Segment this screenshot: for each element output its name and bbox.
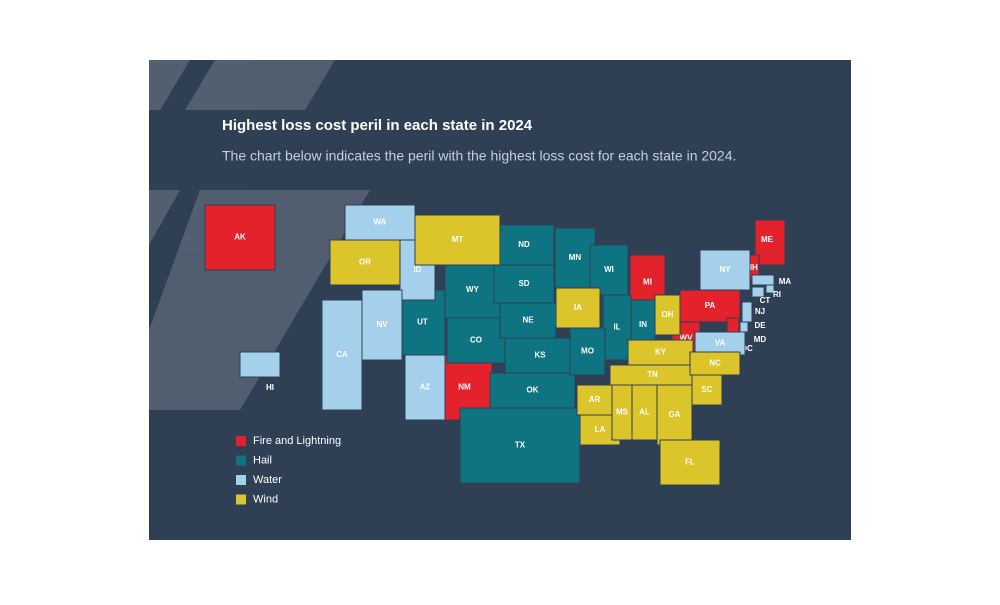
state-label: AL <box>639 408 650 417</box>
state-label: IL <box>613 323 620 332</box>
state-label: WY <box>466 285 480 294</box>
state-shape <box>739 321 749 333</box>
state-label: MN <box>569 253 582 262</box>
state-shape <box>554 227 596 289</box>
legend-swatch <box>236 455 246 466</box>
state-label: NH <box>746 263 758 272</box>
state-label: AK <box>234 233 246 242</box>
state-shape <box>751 274 775 286</box>
state-shape <box>741 301 753 323</box>
state-label: VA <box>715 339 726 348</box>
state-label: ME <box>761 235 774 244</box>
state-label: MT <box>452 235 464 244</box>
state-label: OH <box>662 310 674 319</box>
state-shape <box>493 264 555 304</box>
state-shape <box>765 284 775 294</box>
state-shape <box>329 239 401 286</box>
state-shape <box>504 337 576 374</box>
legend-swatch <box>236 475 246 485</box>
legend-label: Fire and Lightning <box>253 435 341 447</box>
state-shape <box>499 302 557 339</box>
state-label: DC <box>741 344 753 353</box>
state-label: NE <box>522 316 534 325</box>
legend-swatch <box>236 436 246 446</box>
state-label: SD <box>518 279 529 288</box>
decor-stripes <box>149 60 370 410</box>
state-label: AZ <box>420 383 431 392</box>
state-shape <box>754 219 786 266</box>
state-label: DE <box>754 321 766 330</box>
state-shape <box>689 351 741 376</box>
state-shape <box>555 287 601 329</box>
state-shape <box>204 204 276 271</box>
state-label: MI <box>643 278 652 287</box>
legend: Fire and Lightning Hail Water Wind <box>236 435 341 505</box>
legend-label: Hail <box>253 454 272 466</box>
state-label: AR <box>589 395 601 404</box>
state-label: OR <box>359 258 371 267</box>
state-shape <box>699 249 751 291</box>
state-label: MS <box>616 408 629 417</box>
state-label: IA <box>574 303 582 312</box>
state-label: ND <box>518 240 530 249</box>
state-shape <box>321 299 363 411</box>
state-label: CO <box>470 336 482 345</box>
state-label: OK <box>527 386 539 395</box>
state-label: TN <box>647 370 658 379</box>
state-shape <box>602 294 632 361</box>
state-label: TX <box>515 441 526 450</box>
state-shape <box>344 204 416 241</box>
state-label: IN <box>639 320 647 329</box>
state-layer: AKNMMIPAWVMEVTNHMDWYUTCONDSDNEKSOKTXMNWI… <box>204 204 792 486</box>
state-label: RI <box>773 290 781 299</box>
state-shape <box>414 214 501 266</box>
state-shape <box>399 289 446 356</box>
state-shape <box>569 327 606 376</box>
state-shape <box>404 354 446 421</box>
state-shape <box>691 374 723 406</box>
state-label: UT <box>417 318 428 327</box>
state-shape <box>589 244 629 296</box>
state-shape <box>239 351 281 378</box>
state-label: NY <box>719 265 731 274</box>
state-label: CA <box>336 350 348 359</box>
state-shape <box>656 384 693 446</box>
state-label: MA <box>779 277 792 286</box>
state-label: WI <box>604 265 614 274</box>
state-shape <box>679 289 741 323</box>
state-shape <box>446 317 506 364</box>
state-label: NJ <box>755 307 765 316</box>
state-label: GA <box>669 410 681 419</box>
state-label: SC <box>701 385 712 394</box>
state-label: HI <box>266 383 274 392</box>
state-shape <box>631 384 658 441</box>
state-label: MD <box>754 335 767 344</box>
state-shape <box>659 439 721 486</box>
state-shape <box>361 289 403 361</box>
state-label: CT <box>760 296 771 305</box>
state-shape <box>751 286 765 298</box>
title: Highest loss cost peril in each state in… <box>222 117 533 134</box>
state-label: WV <box>680 334 694 343</box>
state-label: KS <box>534 351 546 360</box>
state-label: ID <box>414 265 422 274</box>
state-label: MO <box>581 347 594 356</box>
legend-label: Water <box>253 474 282 486</box>
state-label: KY <box>655 348 667 357</box>
state-label: FL <box>685 458 695 467</box>
legend-label: Wind <box>253 493 278 505</box>
state-label: NC <box>709 359 721 368</box>
state-shape <box>726 317 740 333</box>
state-shape <box>654 294 681 336</box>
state-label: NV <box>376 320 388 329</box>
state-label: NM <box>458 383 471 392</box>
subtitle: The chart below indicates the peril with… <box>222 148 736 164</box>
state-label: PA <box>705 301 716 310</box>
legend-swatch <box>236 494 246 505</box>
state-label: WA <box>374 218 387 227</box>
state-label: LA <box>595 425 606 434</box>
